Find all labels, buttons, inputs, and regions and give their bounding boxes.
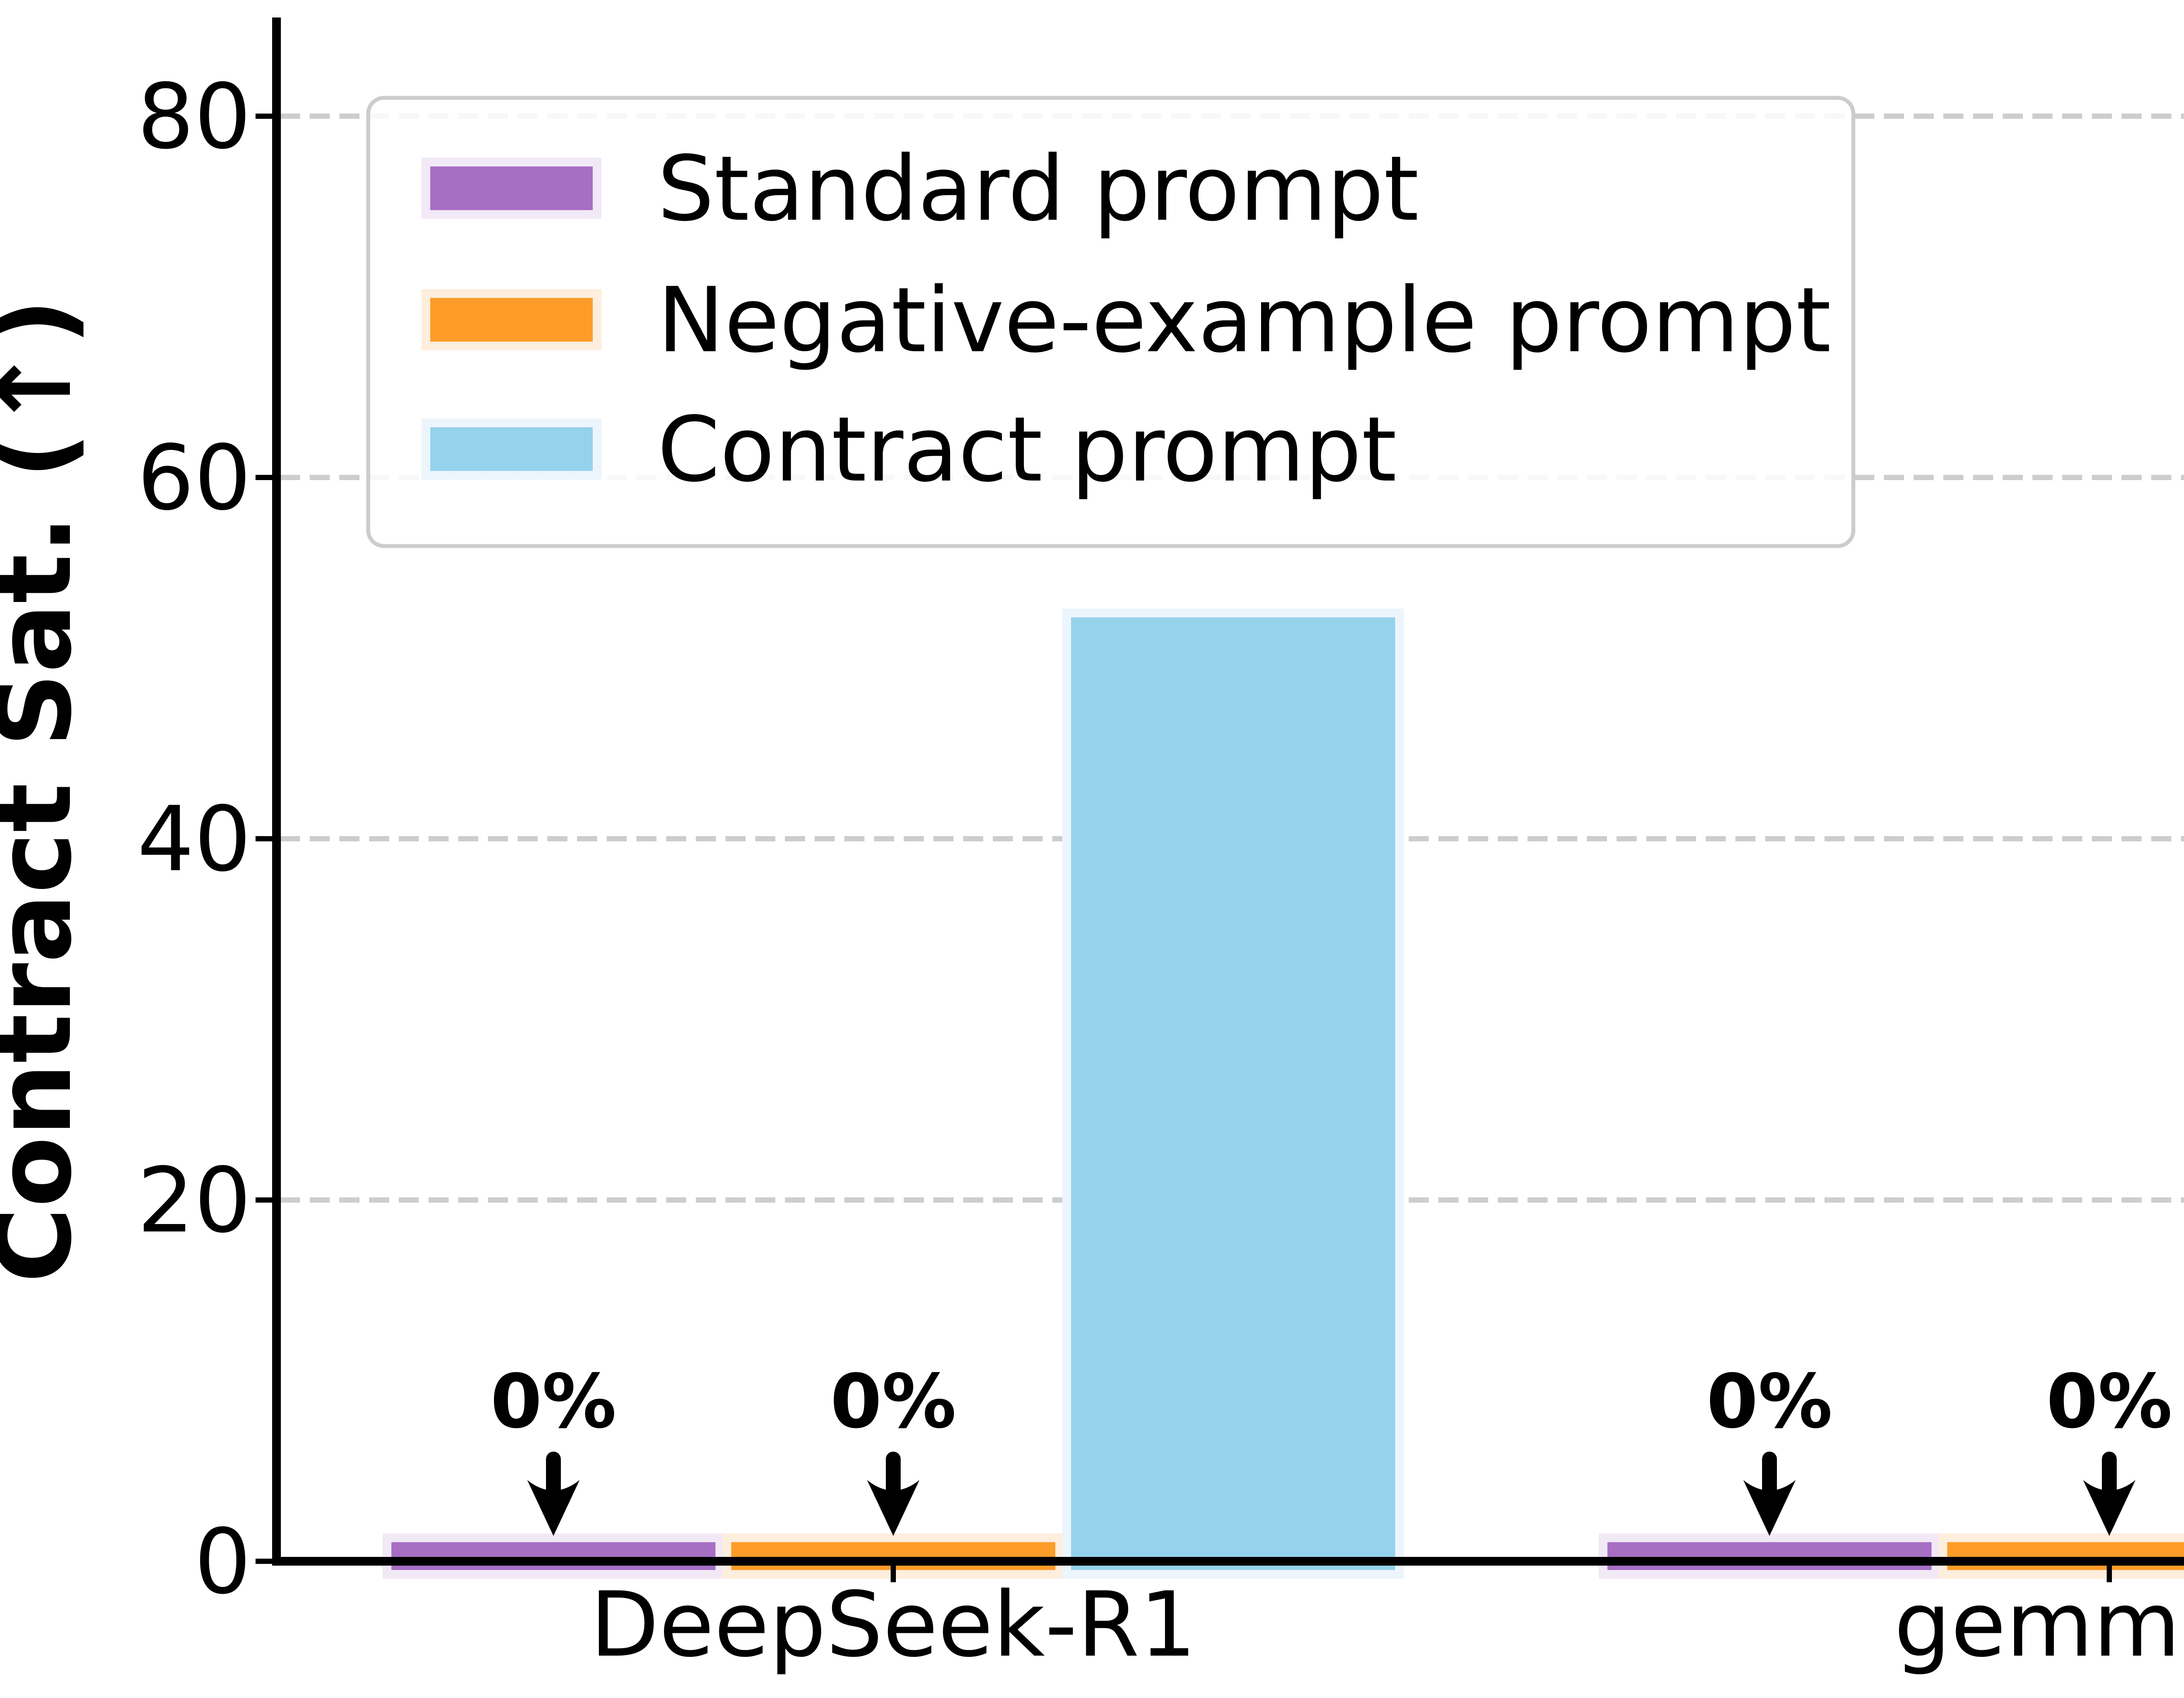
- y-tick-label-60: 60: [137, 426, 251, 530]
- arrow-down-icon: [867, 1452, 919, 1536]
- arrow-down-icon: [1743, 1452, 1796, 1536]
- bar-gemma-3-negative-example-prompt: [1939, 1533, 2184, 1579]
- y-axis-spine: [272, 17, 281, 1566]
- legend-box: [366, 96, 1856, 548]
- y-axis-label: Contract Sat. (↑): [0, 298, 94, 1283]
- legend-swatch-2: [422, 418, 601, 480]
- arrow-down-icon: [2083, 1452, 2136, 1536]
- annotation-text: 0%: [1707, 1359, 1833, 1445]
- annotation-text: 0%: [830, 1359, 957, 1445]
- y-tick-label-20: 20: [137, 1149, 251, 1253]
- x-tick-label-0: DeepSeek-R1: [590, 1573, 1196, 1677]
- arrow-down-icon: [527, 1452, 580, 1536]
- annotation-text: 0%: [2046, 1359, 2173, 1445]
- annotation-text: 0%: [491, 1359, 617, 1445]
- legend-swatch-0: [422, 158, 601, 219]
- legend-label-1: Negative-example prompt: [657, 269, 1831, 373]
- bar-deepseek-r1-contract-prompt: [1062, 609, 1404, 1579]
- x-tick-label-1: gemma-3: [1894, 1573, 2184, 1677]
- legend-swatch-1: [422, 289, 601, 350]
- y-tick-label-80: 80: [137, 65, 251, 169]
- legend-label-2: Contract prompt: [657, 398, 1397, 502]
- y-tick-label-40: 40: [137, 788, 251, 892]
- bar-gemma-3-standard-prompt: [1599, 1533, 1940, 1579]
- legend-label-0: Standard prompt: [657, 137, 1419, 241]
- x-axis-spine: [272, 1557, 2184, 1566]
- legend: Standard prompt Negative-example prompt Co…: [366, 96, 1856, 548]
- bar-deepseek-r1-standard-prompt: [383, 1533, 724, 1579]
- y-tick-label-0: 0: [194, 1510, 251, 1614]
